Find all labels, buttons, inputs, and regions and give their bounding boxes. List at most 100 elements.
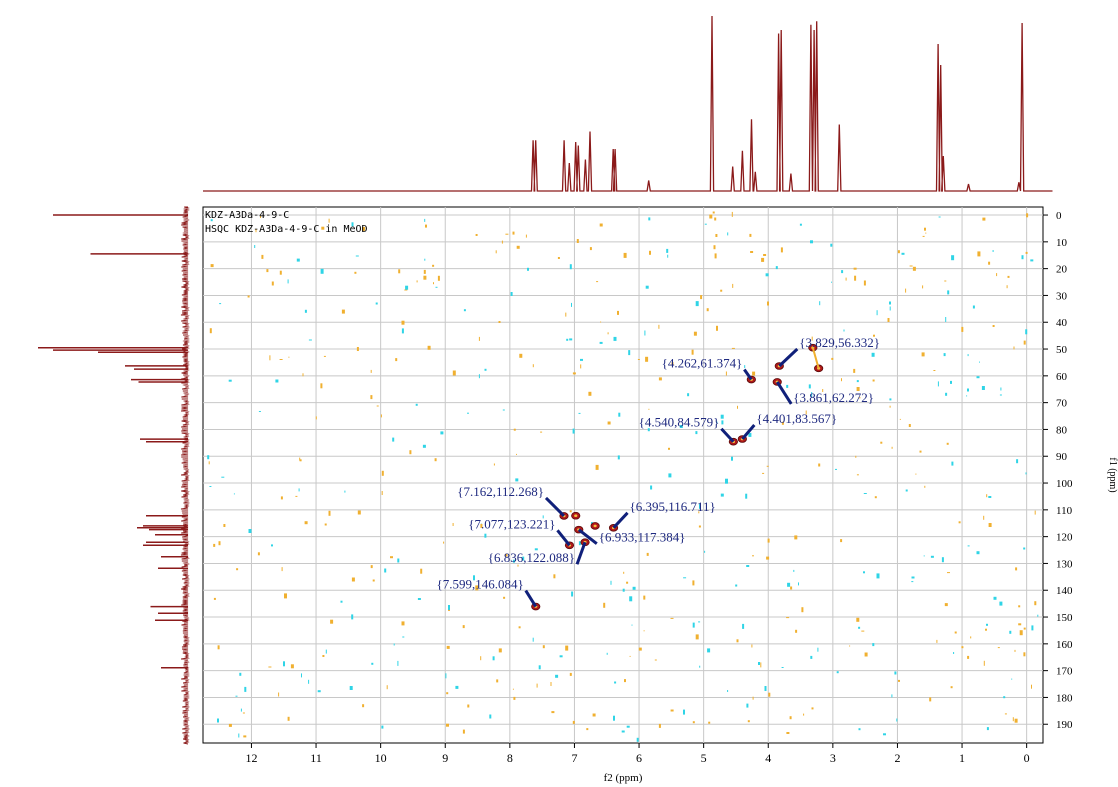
noise-dot — [580, 364, 582, 369]
noise-dot — [404, 289, 408, 291]
noise-dot — [218, 541, 221, 546]
noise-dot — [433, 282, 434, 285]
noise-dot — [863, 571, 865, 574]
noise-dot — [498, 648, 502, 653]
noise-dot — [750, 251, 754, 253]
noise-dot — [830, 243, 833, 247]
noise-dot — [854, 275, 857, 281]
noise-dot — [315, 416, 317, 420]
noise-dot — [446, 692, 449, 695]
noise-dot — [284, 593, 287, 599]
noise-dot — [945, 392, 948, 396]
noise-dot — [210, 264, 214, 268]
noise-dot — [351, 222, 354, 227]
noise-dot — [513, 696, 516, 700]
noise-dot — [687, 393, 690, 397]
x-tick-label: 7 — [571, 751, 577, 765]
noise-dot — [693, 331, 697, 336]
noise-dot — [899, 418, 901, 420]
noise-dot — [861, 630, 865, 632]
noise-dot — [390, 556, 393, 559]
x-tick-label: 12 — [245, 751, 257, 765]
noise-dot — [967, 545, 970, 547]
noise-dot — [951, 255, 955, 261]
noise-dot — [445, 673, 447, 679]
noise-dot — [764, 686, 767, 691]
noise-dot — [398, 269, 401, 274]
noise-dot — [841, 270, 844, 274]
noise-dot — [883, 733, 886, 736]
noise-dot — [295, 495, 298, 497]
noise-dot — [512, 559, 515, 563]
noise-dot — [557, 257, 560, 259]
noise-dot — [947, 572, 950, 574]
noise-dot — [794, 535, 798, 540]
peak-label: {3.829,56.332} — [799, 335, 880, 350]
noise-dot — [565, 312, 567, 317]
noise-dot — [679, 425, 683, 428]
noise-dot — [1030, 259, 1034, 262]
noise-dot — [767, 301, 769, 306]
x-tick-label: 10 — [375, 751, 387, 765]
noise-dot — [863, 280, 866, 286]
noise-dot — [452, 523, 454, 526]
noise-dot — [894, 671, 897, 675]
noise-dot — [668, 447, 670, 450]
noise-dot — [299, 459, 302, 462]
noise-dot — [296, 258, 300, 262]
peak-arrow — [775, 381, 793, 405]
noise-dot — [632, 586, 636, 590]
y-tick-label: 170 — [1056, 666, 1073, 678]
noise-dot — [712, 211, 715, 214]
noise-dot — [648, 217, 651, 221]
noise-dot — [209, 486, 212, 487]
noise-dot — [629, 596, 633, 602]
peak-label: {3.861,62.272} — [793, 390, 874, 405]
peak-label: {4.262,61.374} — [662, 356, 743, 371]
noise-dot — [1000, 387, 1002, 391]
peak-label: {4.401,83.567} — [756, 411, 837, 426]
noise-dot — [617, 310, 619, 315]
noise-dot — [781, 421, 784, 425]
y-tick-label: 120 — [1056, 532, 1073, 544]
noise-dot — [752, 371, 756, 376]
noise-dot — [646, 552, 649, 556]
peak-label: {7.599,146.084} — [437, 577, 524, 592]
y-tick-label: 160 — [1056, 639, 1073, 651]
noise-dot — [236, 568, 239, 571]
noise-dot — [349, 686, 353, 690]
noise-dot — [799, 223, 802, 226]
noise-dot — [423, 275, 427, 280]
noise-dot — [856, 474, 859, 476]
noise-dot — [668, 473, 672, 478]
noise-dot — [970, 636, 972, 639]
peak-arrow — [778, 347, 799, 368]
noise-dot — [937, 381, 939, 387]
noise-dot — [243, 735, 247, 738]
noise-dot — [683, 577, 687, 579]
noise-dot — [954, 631, 957, 634]
noise-dot — [707, 648, 711, 653]
noise-dot — [863, 493, 867, 494]
noise-dot — [484, 533, 487, 538]
axes: 12 11 10 9 8 7 6 5 4 3 2 1 0010203040506070809010011… — [245, 210, 1073, 765]
noise-dot — [901, 252, 905, 255]
noise-dot — [1031, 684, 1032, 689]
noise-dot — [731, 347, 735, 349]
noise-dot — [721, 420, 724, 425]
noise-dot — [919, 450, 922, 453]
noise-dot — [213, 543, 216, 547]
noise-dot — [248, 529, 252, 533]
noise-dot — [596, 281, 599, 283]
noise-dot — [607, 421, 611, 425]
noise-dot — [266, 269, 269, 273]
noise-dot — [330, 619, 334, 624]
noise-dot — [384, 568, 387, 573]
noise-dot — [550, 682, 552, 686]
noise-dot — [896, 718, 898, 722]
noise-dot — [636, 737, 639, 742]
noise-dot — [648, 408, 650, 410]
y-tick-label: 100 — [1056, 478, 1073, 490]
noise-dot — [714, 217, 717, 221]
noise-dot — [320, 383, 323, 389]
